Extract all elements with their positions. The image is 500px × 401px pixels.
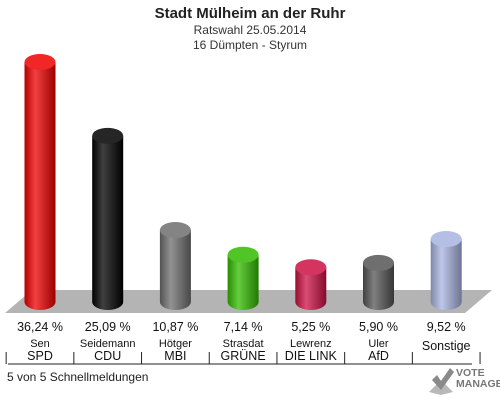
chart-subtitle-district: 16 Dümpten - Styrum: [192, 38, 308, 52]
value-label: 9,52 %: [427, 320, 466, 334]
candidate-label: Uler: [368, 338, 389, 350]
bar-top-5: [363, 254, 394, 271]
bar-sonstige: [430, 238, 462, 310]
bar-mbi: [159, 230, 191, 310]
candidate-label: Strasdat: [223, 338, 264, 350]
logo-text-vote: VOTE: [456, 367, 485, 379]
chart-header: Stadt Mülheim an der Ruhr Ratswahl 25.05…: [0, 4, 500, 53]
candidate-label: Sen: [30, 338, 50, 350]
bar-top-2: [159, 222, 191, 239]
party-label: AfD: [368, 349, 389, 363]
bar-top-3: [227, 246, 259, 263]
chart-title: Stadt Mülheim an der Ruhr: [154, 5, 346, 22]
party-label: Sonstige: [422, 339, 471, 353]
value-label: 5,90 %: [359, 320, 398, 334]
bar-top-0: [24, 54, 56, 70]
bar-top-4: [295, 259, 327, 276]
value-label: 10,87 %: [152, 320, 198, 334]
chart-subtitle-date: Ratswahl 25.05.2014: [193, 23, 307, 37]
logo-text-manager: MANAGER: [456, 378, 500, 390]
party-label: GRÜNE: [221, 349, 266, 363]
candidate-label: Hötger: [159, 338, 192, 350]
candidate-label: Lewrenz: [290, 338, 332, 350]
footer-note: 5 von 5 Schnellmeldungen: [7, 370, 149, 384]
bar-cdu: [92, 135, 124, 310]
checkmark-box-icon: [429, 368, 454, 395]
party-label: DIE LINK: [285, 349, 338, 363]
value-label: 7,14 %: [224, 320, 263, 334]
vote-manager-logo: VOTE MANAGER: [428, 366, 500, 396]
bar-die-linke: [295, 267, 327, 310]
value-label: 25,09 %: [85, 320, 131, 334]
bar-top-6: [430, 230, 462, 247]
bar-grüne: [227, 254, 259, 310]
party-label: CDU: [94, 349, 121, 363]
value-label: 5,25 %: [291, 320, 330, 334]
bar-top-1: [92, 127, 124, 144]
value-label: 36,24 %: [17, 320, 63, 334]
party-label: MBI: [164, 349, 186, 363]
party-label: SPD: [27, 349, 53, 363]
bar-spd: [24, 62, 56, 310]
bar-afd: [363, 262, 394, 310]
candidate-label: Seidemann: [80, 338, 136, 350]
